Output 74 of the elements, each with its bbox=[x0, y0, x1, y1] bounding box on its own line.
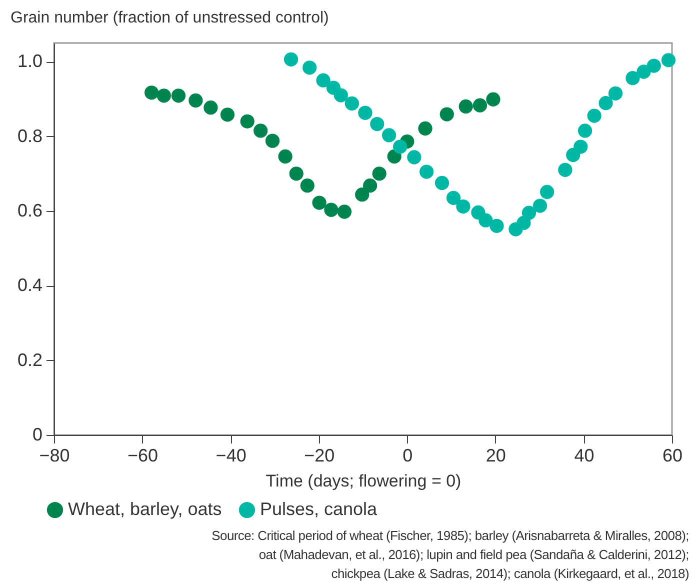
point bbox=[636, 64, 651, 79]
point bbox=[372, 166, 386, 181]
x-tick-label: 20 bbox=[486, 446, 506, 466]
point bbox=[337, 204, 352, 219]
point bbox=[456, 199, 470, 214]
point bbox=[312, 196, 326, 210]
x-tick-label: −80 bbox=[39, 446, 70, 466]
y-tick-label: 0.8 bbox=[17, 126, 42, 146]
point bbox=[578, 124, 592, 138]
point bbox=[587, 108, 602, 123]
point bbox=[362, 178, 378, 193]
point bbox=[598, 96, 613, 110]
point bbox=[486, 92, 500, 106]
point bbox=[626, 71, 640, 86]
point bbox=[344, 96, 360, 111]
point bbox=[522, 206, 536, 220]
point bbox=[156, 88, 171, 103]
point bbox=[661, 53, 676, 68]
point bbox=[278, 149, 292, 164]
point bbox=[370, 116, 384, 132]
point bbox=[478, 213, 493, 228]
point bbox=[608, 86, 623, 100]
point bbox=[358, 106, 372, 120]
x-tick-label: −60 bbox=[128, 446, 158, 466]
y-axis-title: Grain number (fraction of unstressed control) bbox=[10, 10, 329, 26]
point bbox=[324, 202, 338, 217]
point bbox=[144, 86, 159, 100]
y-tick-label: 0 bbox=[32, 424, 42, 444]
point bbox=[407, 150, 422, 164]
source-note: Source: Critical period of wheat (Fischer, 1985); barley (Arisnabarreta & Miralles, 2008); bbox=[212, 527, 689, 545]
point bbox=[254, 124, 268, 138]
point bbox=[558, 162, 572, 177]
point bbox=[171, 88, 186, 103]
point bbox=[188, 93, 203, 108]
point bbox=[446, 190, 461, 205]
x-tick-label: −40 bbox=[216, 446, 246, 466]
point bbox=[284, 52, 298, 66]
point bbox=[382, 128, 396, 142]
point bbox=[516, 216, 531, 230]
y-tick-label: 1.0 bbox=[17, 51, 42, 72]
legend-label: Pulses, canola bbox=[260, 499, 378, 519]
point bbox=[334, 88, 348, 102]
point bbox=[472, 98, 488, 112]
point bbox=[418, 121, 432, 136]
point bbox=[300, 178, 314, 193]
x-tick-label: −20 bbox=[304, 446, 335, 466]
y-tick-label: 0.6 bbox=[17, 200, 42, 220]
point bbox=[355, 188, 370, 202]
point bbox=[316, 73, 330, 88]
legend-label: Wheat, barley, oats bbox=[68, 499, 222, 519]
point bbox=[419, 164, 434, 179]
point bbox=[240, 114, 254, 128]
x-tick-label: 0 bbox=[402, 446, 413, 466]
point bbox=[458, 99, 473, 114]
x-tick-label: 60 bbox=[662, 446, 683, 466]
point bbox=[490, 218, 504, 233]
point bbox=[393, 140, 408, 154]
point bbox=[532, 198, 548, 213]
point bbox=[540, 184, 554, 200]
point bbox=[220, 108, 235, 122]
point bbox=[574, 140, 588, 154]
y-tick-label: 0.4 bbox=[17, 275, 42, 296]
point bbox=[440, 107, 454, 122]
x-tick-label: 40 bbox=[574, 446, 594, 466]
point bbox=[265, 134, 280, 148]
point bbox=[434, 176, 450, 190]
point bbox=[204, 100, 218, 115]
point bbox=[646, 58, 661, 73]
text: chickpea (Lake & Sadras, 2014); canola (Kirkegaard, et al., 2018) bbox=[330, 565, 689, 583]
text: oat (Mahadevan, et al., 2016); lupin and field pea (Sandaña & Calderini, 2012); bbox=[258, 546, 689, 564]
x-axis-title: Time (days; flowering = 0) bbox=[266, 472, 462, 490]
point bbox=[302, 60, 317, 75]
point bbox=[289, 166, 304, 181]
y-tick-label: 0.2 bbox=[17, 350, 42, 370]
